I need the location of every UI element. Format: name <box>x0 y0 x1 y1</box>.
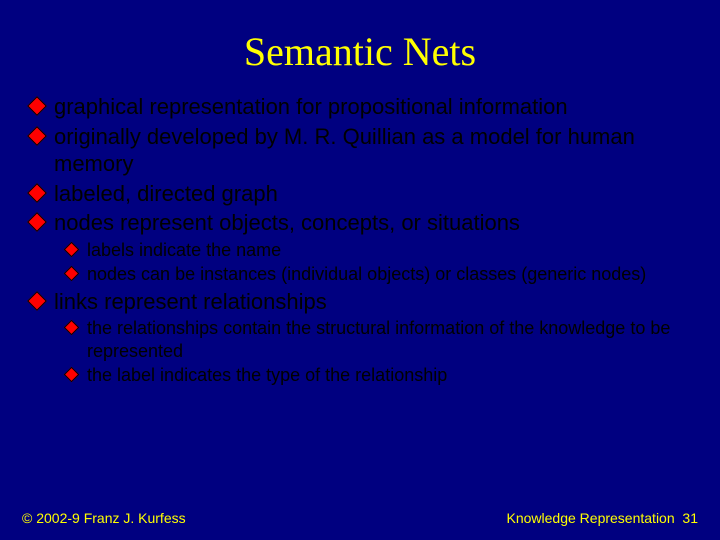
list-item-sub: labels indicate the name <box>66 239 690 262</box>
bullet-text: originally developed by M. R. Quillian a… <box>54 123 690 178</box>
diamond-bullet-icon <box>27 126 47 146</box>
diamond-bullet-icon <box>27 291 47 311</box>
list-item: originally developed by M. R. Quillian a… <box>30 123 690 178</box>
slide-footer: © 2002-9 Franz J. Kurfess Knowledge Repr… <box>22 510 698 526</box>
diamond-bullet-icon <box>64 241 80 257</box>
list-item: nodes represent objects, concepts, or si… <box>30 209 690 237</box>
list-item-sub: the relationships contain the structural… <box>66 317 690 362</box>
diamond-bullet-icon <box>64 320 80 336</box>
bullet-text: labels indicate the name <box>87 239 690 262</box>
footer-page-number: 31 <box>682 510 698 526</box>
list-item-sub: the label indicates the type of the rela… <box>66 364 690 387</box>
diamond-bullet-icon <box>27 212 47 232</box>
diamond-bullet-icon <box>27 183 47 203</box>
footer-copyright: © 2002-9 Franz J. Kurfess <box>22 510 186 526</box>
bullet-text: nodes represent objects, concepts, or si… <box>54 209 690 237</box>
diamond-bullet-icon <box>27 96 47 116</box>
bullet-text: links represent relationships <box>54 288 690 316</box>
list-item: graphical representation for proposition… <box>30 93 690 121</box>
list-item: links represent relationships <box>30 288 690 316</box>
slide: Semantic Nets graphical representation f… <box>0 0 720 540</box>
diamond-bullet-icon <box>64 266 80 282</box>
diamond-bullet-icon <box>64 367 80 383</box>
bullet-text: graphical representation for proposition… <box>54 93 690 121</box>
bullet-text: the relationships contain the structural… <box>87 317 690 362</box>
bullet-text: labeled, directed graph <box>54 180 690 208</box>
list-item: labeled, directed graph <box>30 180 690 208</box>
list-item-sub: nodes can be instances (individual objec… <box>66 263 690 286</box>
footer-topic: Knowledge Representation <box>507 510 675 526</box>
bullet-text: nodes can be instances (individual objec… <box>87 263 690 286</box>
bullet-text: the label indicates the type of the rela… <box>87 364 690 387</box>
bullet-list: graphical representation for proposition… <box>30 93 690 387</box>
slide-title: Semantic Nets <box>30 28 690 75</box>
footer-right: Knowledge Representation 31 <box>507 510 698 526</box>
